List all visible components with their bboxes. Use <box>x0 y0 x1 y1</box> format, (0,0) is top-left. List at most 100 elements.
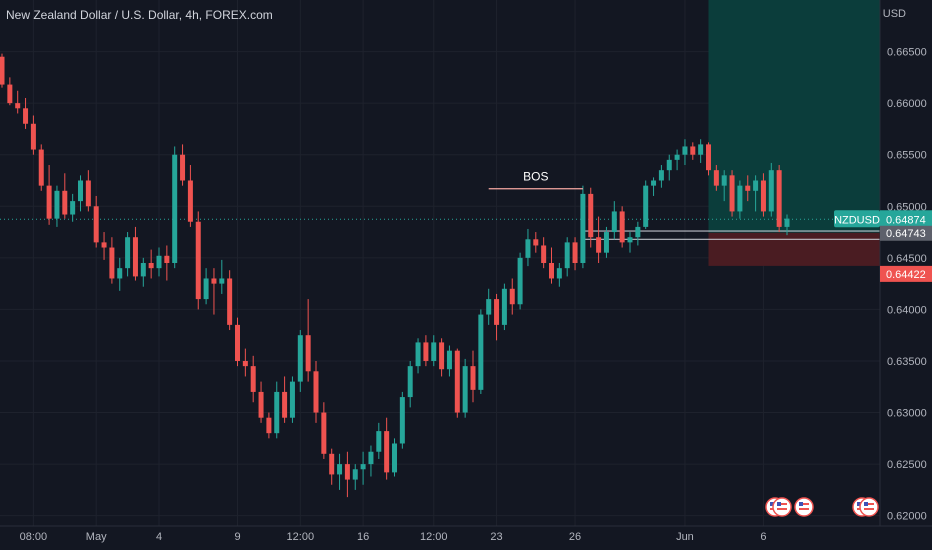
candle <box>282 391 288 418</box>
us-flag-icon <box>859 497 879 517</box>
x-tick-label: 23 <box>490 531 502 543</box>
entry-price-tag <box>880 225 932 241</box>
candle <box>384 431 390 473</box>
candle <box>501 288 507 325</box>
candle <box>289 381 295 418</box>
candle <box>423 342 429 361</box>
y-tick-label: 0.66500 <box>887 47 927 59</box>
candle <box>635 226 641 238</box>
candle <box>721 175 727 186</box>
candle <box>156 255 162 269</box>
y-tick-label: 0.62000 <box>887 511 927 523</box>
candle <box>70 201 76 215</box>
candle <box>344 464 350 480</box>
candle <box>494 299 500 325</box>
flag-stripe <box>777 503 787 505</box>
candle <box>140 263 146 277</box>
y-tick-label: 0.62500 <box>887 459 927 471</box>
candle <box>219 278 225 284</box>
candle <box>611 211 617 233</box>
candle <box>321 412 327 454</box>
candle <box>376 431 382 452</box>
stop-zone <box>708 232 880 266</box>
candle <box>580 193 586 263</box>
candle <box>454 350 460 413</box>
us-flag-icon <box>794 497 814 517</box>
candle <box>588 193 594 238</box>
y-tick-label: 0.64500 <box>887 253 927 265</box>
candle <box>85 180 91 207</box>
candle <box>305 335 311 372</box>
flag-stripe <box>864 508 874 510</box>
x-tick-label: 12:00 <box>420 531 448 543</box>
candle <box>745 185 751 191</box>
candle <box>30 123 36 150</box>
chart-title: New Zealand Dollar / U.S. Dollar, 4h, FO… <box>6 8 273 22</box>
candle <box>368 451 374 465</box>
candle <box>250 366 256 392</box>
candle <box>666 159 672 171</box>
flag-canton <box>770 502 774 506</box>
x-tick-label: May <box>86 531 107 543</box>
candle <box>643 185 649 227</box>
candle <box>541 245 547 263</box>
symbol-tag <box>834 210 880 228</box>
candle <box>329 453 335 475</box>
last-price-label: 0.64874 <box>886 214 926 226</box>
y-tick-label: 0.65500 <box>887 150 927 162</box>
candle <box>23 108 29 124</box>
candle <box>753 180 759 191</box>
candle <box>399 397 405 444</box>
x-tick-label: 12:00 <box>287 531 315 543</box>
candle <box>462 366 468 413</box>
flag-canton <box>777 502 781 506</box>
candle <box>619 211 625 243</box>
candle <box>211 278 217 284</box>
candle <box>125 237 131 269</box>
candle <box>776 170 782 227</box>
x-tick-label: Jun <box>676 531 694 543</box>
candle <box>737 185 743 212</box>
x-tick-label: 16 <box>357 531 369 543</box>
bos-label: BOS <box>523 170 548 184</box>
candle <box>352 469 358 480</box>
candle <box>392 443 397 473</box>
y-tick-label: 0.63000 <box>887 408 927 420</box>
candle <box>784 218 790 227</box>
time-axis <box>0 526 932 550</box>
candle <box>674 154 680 160</box>
candle <box>651 180 657 186</box>
candle <box>180 154 186 181</box>
candle <box>62 190 68 215</box>
candle <box>431 342 437 361</box>
candle <box>46 185 52 219</box>
candle <box>439 342 445 370</box>
currency-label: USD <box>882 8 906 20</box>
x-tick-label: 4 <box>156 531 162 543</box>
candle <box>698 144 704 155</box>
candle <box>470 366 476 390</box>
candle <box>478 314 484 390</box>
x-tick-label: 9 <box>234 531 240 543</box>
candle <box>446 350 452 370</box>
candle <box>93 206 99 243</box>
flag-canton <box>857 502 861 506</box>
entry-price-label: 0.64743 <box>886 228 926 240</box>
candle <box>0 56 5 85</box>
x-tick-label: 6 <box>760 531 766 543</box>
candle <box>15 103 21 109</box>
candle <box>195 221 201 300</box>
candle <box>713 170 719 186</box>
candle <box>117 268 123 279</box>
candle <box>729 175 735 212</box>
stop-price-tag <box>880 265 932 282</box>
flag-canton <box>799 502 803 506</box>
candle <box>54 190 60 219</box>
candle <box>768 170 774 212</box>
candle <box>235 324 240 361</box>
candle <box>227 278 233 325</box>
candle <box>572 242 578 263</box>
candle <box>533 239 539 246</box>
